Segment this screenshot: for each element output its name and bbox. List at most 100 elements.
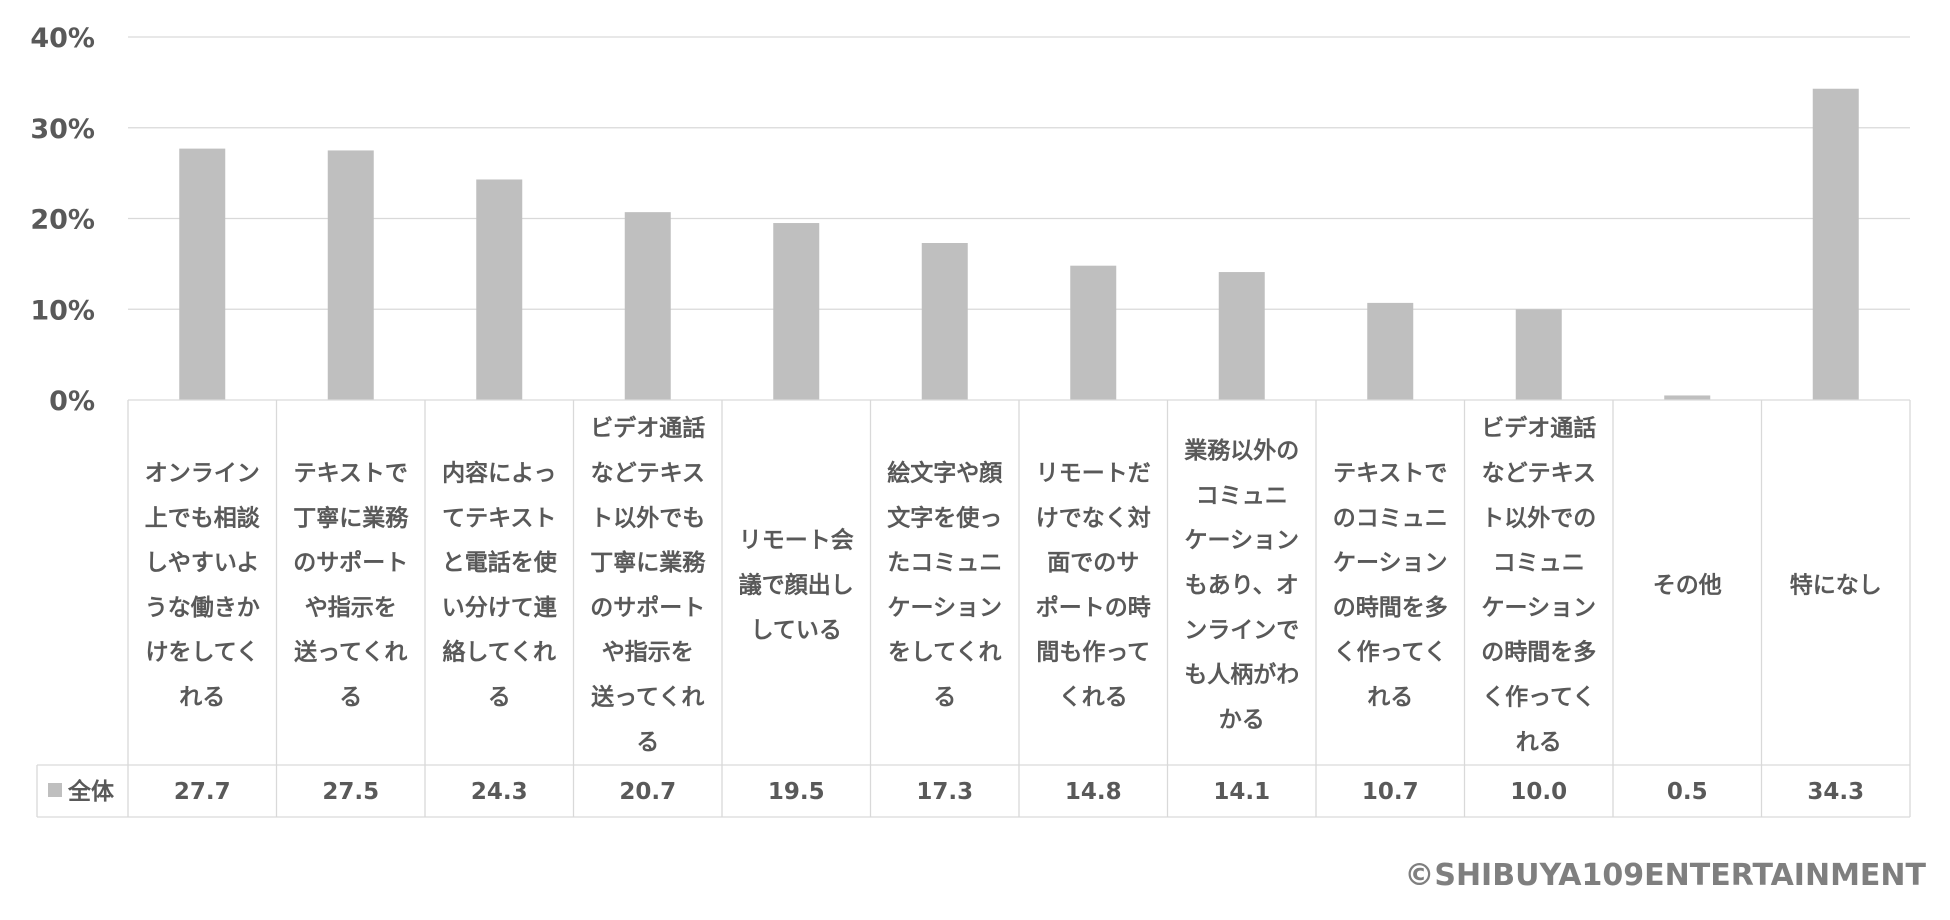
category-label-line: けでなく対: [1036, 505, 1151, 531]
category-label: リモート会議で顔出ししている: [739, 527, 854, 644]
grid-layer: [128, 36, 1910, 310]
category-label-line: る: [636, 729, 659, 755]
category-label-line: も人柄がわ: [1184, 661, 1299, 688]
category-label-line: 業務以外の: [1183, 437, 1299, 464]
category-label-line: ト以外での: [1481, 504, 1596, 531]
bar: [179, 148, 226, 400]
category-label: テキストで丁寧に業務のサポートや指示を送ってくれる: [293, 461, 409, 711]
category-label-line: る: [933, 685, 956, 711]
category-label-line: テキストで: [1333, 461, 1447, 487]
data-label: 27.7: [174, 779, 231, 805]
category-label-line: 丁寧に業務: [293, 504, 409, 531]
category-label: 内容によってテキストと電話を使い分けて連絡してくれる: [442, 460, 558, 711]
category-label-line: てテキスト: [442, 505, 556, 531]
category-label-line: と電話を使: [442, 549, 558, 576]
data-label: 14.8: [1065, 779, 1122, 805]
category-label-line: く作ってく: [1334, 640, 1447, 666]
category-label-line: 特になし: [1790, 573, 1882, 599]
bar: [1218, 272, 1265, 400]
bar: [773, 223, 820, 400]
category-label-line: く作ってく: [1482, 685, 1595, 711]
data-label: 0.5: [1667, 779, 1708, 805]
bar: [1070, 265, 1117, 400]
bar: [1812, 88, 1859, 400]
category-label-line: などテキス: [1482, 461, 1596, 487]
data-label: 19.5: [768, 779, 825, 805]
y-tick-label: 0%: [49, 386, 95, 417]
category-label-line: うな働きか: [145, 595, 260, 621]
bar-layer: [179, 88, 1859, 400]
category-label: 業務以外のコミュニケーションもあり、オンラインでも人柄がわかる: [1183, 437, 1299, 733]
category-label-line: 間も作って: [1036, 640, 1150, 666]
category-label-line: 丁寧に業務: [590, 549, 706, 576]
category-label: ビデオ通話などテキスト以外でのコミュニケーションの時間を多く作ってくれる: [1481, 415, 1596, 756]
category-label-line: い分けて連: [442, 595, 558, 621]
legend-label: 全体: [67, 778, 115, 805]
category-label-line: コミュニ: [1196, 483, 1288, 509]
category-label-line: の時間を多: [1481, 639, 1596, 666]
category-label-line: れる: [179, 685, 225, 711]
data-label: 34.3: [1807, 779, 1864, 805]
data-label: 10.0: [1510, 779, 1567, 805]
data-label: 17.3: [916, 779, 973, 805]
category-label-line: れる: [1367, 685, 1413, 711]
category-label-line: 内容によっ: [442, 460, 556, 487]
category-label-line: 絵文字や顔: [887, 460, 1003, 487]
category-label-line: 送ってくれ: [591, 684, 704, 711]
category-label-line: ケーション: [1481, 595, 1596, 621]
category-label-line: をしてくれ: [888, 640, 1002, 666]
category-label-line: 面でのサ: [1047, 550, 1139, 576]
category-label-line: 文字を使っ: [887, 504, 1002, 531]
data-label: 14.1: [1213, 779, 1270, 805]
category-label-line: 上でも相談: [145, 504, 261, 531]
copyright-text: ©SHIBUYA109ENTERTAINMENT: [1404, 858, 1926, 893]
category-label-line: ト以外でも: [590, 504, 705, 531]
category-label-line: リモートだ: [1036, 461, 1151, 487]
category-label-line: 送ってくれ: [294, 639, 407, 666]
y-tick-label: 10%: [30, 295, 95, 326]
category-label-line: る: [488, 685, 511, 711]
bar: [1515, 309, 1562, 400]
category-label: オンライン上でも相談しやすいような働きかけをしてくれる: [145, 461, 261, 711]
category-label: リモートだけでなく対面でのサポートの時間も作ってくれる: [1036, 461, 1151, 711]
category-label-line: テキストで: [294, 461, 408, 487]
category-label-line: くれる: [1059, 685, 1128, 711]
label-layer: 0% 10% 20% 30% 40% オンライン上でも相談しやすいような働きかけをしてくれ…: [30, 23, 1881, 805]
category-label-line: る: [339, 685, 362, 711]
category-label-line: もあり、オ: [1185, 573, 1299, 599]
legend-swatch: [48, 783, 62, 797]
category-label-line: けをしてく: [145, 640, 259, 666]
data-label: 24.3: [471, 779, 528, 805]
category-label-line: ンラインで: [1184, 617, 1299, 643]
category-label-line: しやすいよ: [145, 550, 259, 576]
data-label: 27.5: [322, 779, 379, 805]
category-label-line: コミュニ: [1493, 550, 1585, 576]
bar: [1367, 302, 1414, 400]
data-table: [36, 399, 1911, 818]
y-tick-label: 40%: [30, 23, 95, 54]
category-label: テキストでのコミュニケーションの時間を多く作ってくれる: [1333, 461, 1448, 711]
category-label: ビデオ通話などテキスト以外でも丁寧に業務のサポートや指示を送ってくれる: [590, 415, 706, 756]
category-label-line: のコミュニ: [1333, 505, 1448, 531]
category-label-line: たコミュニ: [887, 550, 1002, 576]
category-label-line: ケーション: [1184, 528, 1299, 554]
category-label-line: のサポート: [293, 549, 408, 576]
category-label-line: ビデオ通話: [590, 415, 705, 442]
category-label-line: や指示を: [602, 640, 694, 666]
category-label-line: などテキス: [591, 461, 705, 487]
bar: [1664, 395, 1711, 400]
category-label: その他: [1653, 573, 1722, 599]
bar: [624, 212, 671, 400]
category-label-line: や指示を: [305, 595, 397, 621]
bar: [327, 150, 374, 400]
bar: [921, 243, 968, 400]
category-label-line: 絡してくれ: [442, 639, 556, 666]
category-label-line: ケーション: [887, 595, 1002, 621]
category-label-line: オンライン: [145, 461, 260, 487]
y-tick-label: 30%: [30, 114, 95, 145]
category-label: 絵文字や顔文字を使ったコミュニケーションをしてくれる: [887, 460, 1003, 711]
category-label-line: ケーション: [1333, 550, 1448, 576]
category-label-line: その他: [1653, 573, 1722, 599]
